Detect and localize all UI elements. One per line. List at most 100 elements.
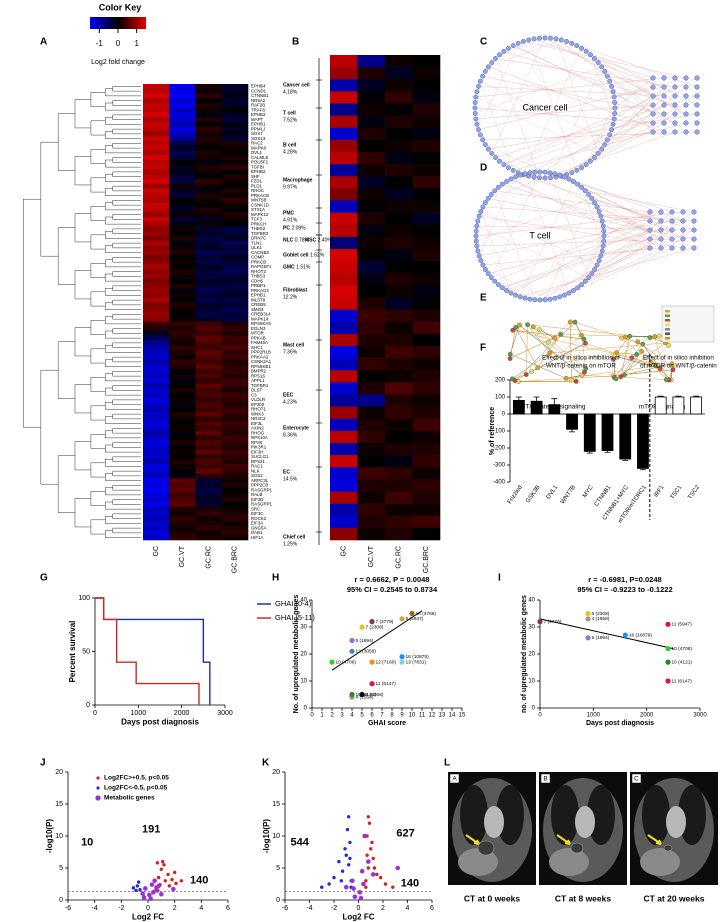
heatmap-cell [143,98,170,104]
heatmap-cell [143,136,170,142]
network-node [501,162,507,168]
dendrogram-branch [74,156,91,186]
heatmap-cell [195,459,223,465]
network-node [476,127,481,133]
y-axis-label: Percent survival [68,621,77,683]
heatmap-cell [143,411,170,417]
heatmap-cell [195,340,223,346]
row-label: RHOT1 [251,407,266,412]
heatmap-cell [169,454,196,460]
row-label: PPP2CB [251,483,268,488]
network-node [612,100,618,105]
heatmap-cell [143,245,170,251]
group-name: T cell [283,110,296,116]
heatmap-cell [357,67,386,80]
row-label: RPS21 [251,459,265,464]
group-share: 4.28% [283,149,298,155]
count-label: 140 [401,877,419,889]
bar [548,404,561,415]
heatmap-cell [357,236,386,250]
network-node [683,111,689,117]
network-node [499,285,505,291]
volcano-point [366,859,371,864]
heatmap-cell [195,445,223,451]
heatmap-cell [330,321,358,335]
network-edge [485,269,551,300]
row-label: PPKAB [251,335,266,340]
heatmap-cell [169,198,196,204]
network-node [586,275,592,280]
error-bar [639,468,646,471]
dendrogram-branch [105,516,141,524]
heatmap-cell [143,340,170,346]
row-label: EIF3C [251,511,263,516]
volcano-point [383,882,388,886]
network-node [592,267,597,272]
network-node [472,111,478,116]
dendrogram-branch [90,92,106,107]
network-edge [533,86,687,178]
network-node [509,376,515,382]
dendrogram-branch [112,100,141,106]
network-node [691,236,697,242]
heatmap-cell [195,521,223,527]
heatmap-cell [169,402,196,408]
network-node [497,158,502,164]
heatmap-cell [221,506,249,512]
dendrogram-branch [105,359,141,367]
network-node [472,100,478,105]
y-tick-label: 30 [528,625,535,631]
group-name: PMC [283,210,295,216]
network-node [504,288,509,293]
x-tick-label: 14 [449,713,456,719]
heatmap-cell [195,335,223,341]
volcano-point [395,865,401,871]
heatmap-cell [143,516,170,522]
network-edge [614,86,665,98]
network-node [496,184,501,190]
heatmap-cell [195,388,223,394]
heatmap-cell [357,346,386,359]
heatmap-cell [357,443,386,456]
network-edge [510,178,603,222]
y-tick-label: 0 [86,702,90,709]
color-key-tick-label: 1 [134,39,139,48]
y-tick-label: 20 [300,652,307,658]
heatmap-cell [412,527,441,541]
network-node [496,282,501,288]
row-label: MLST8 [251,297,266,302]
dendrogram-branch [112,200,141,206]
heatmap-cell [330,224,358,238]
heatmap-cell [385,358,413,371]
heatmap-cell [195,293,223,299]
row-label: SOX7 [251,131,263,136]
error-bar [551,398,558,405]
heatmap-cell [221,283,249,289]
heatmap-cell [357,285,386,298]
color-key-tick-label: -1 [96,39,104,48]
panel-letter: G [40,573,48,584]
network-node [599,146,605,152]
heatmap-cell [221,169,249,175]
heatmap-cell [143,155,170,161]
heatmap-cell [143,535,170,541]
network-node [472,105,478,111]
heatmap-cell [143,250,170,256]
network-edge [488,113,698,150]
heatmap-cell [143,93,170,99]
heatmap-cell [221,302,249,308]
heatmap-cell [169,155,196,161]
heatmap-cell [143,150,170,156]
network-node [658,245,664,251]
network-edge [491,171,541,278]
panel-letter: D [480,163,487,174]
panel-letter: C [480,37,487,48]
heatmap-cell [221,250,249,256]
network-node [571,179,576,184]
heatmap-cell [143,274,170,280]
heatmap-cell [195,440,223,446]
heatmap-cell [221,464,249,470]
heatmap-cell [385,164,413,177]
volcano-point [160,859,165,864]
heatmap-cell [143,487,170,493]
